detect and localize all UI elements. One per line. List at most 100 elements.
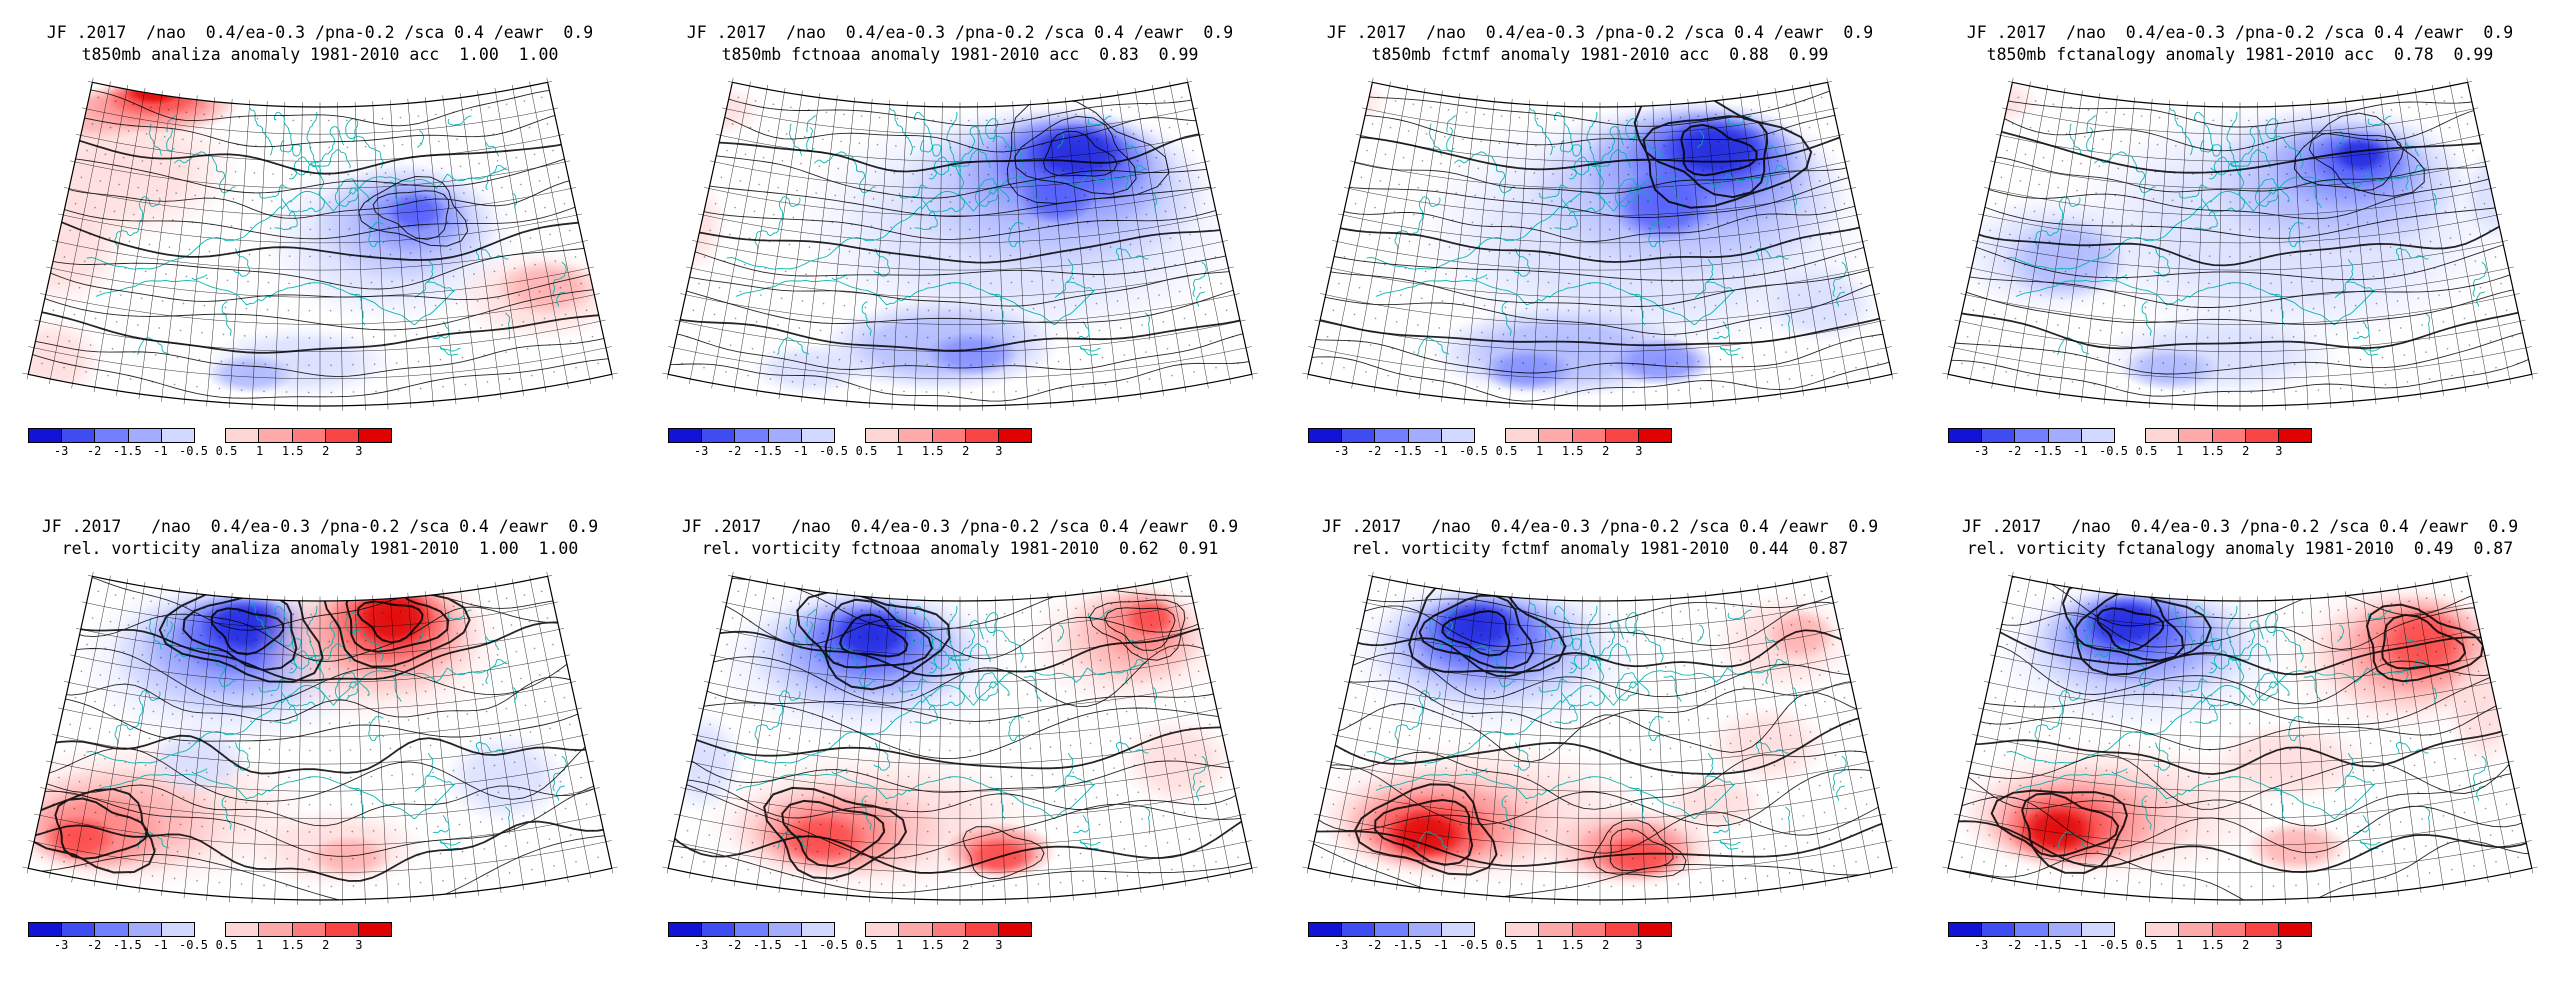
map-panel: JF .2017 /nao 0.4/ea-0.3 /pna-0.2 /sca 0… [640, 0, 1280, 494]
contour-lines [1948, 99, 2532, 397]
colorbar-segment [127, 428, 162, 443]
colorbar-segment [1571, 922, 1606, 937]
colorbar-tick-label: 0.5 [1495, 938, 1518, 952]
colorbar-segment [1604, 922, 1639, 937]
anomaly-map [662, 77, 1258, 412]
colorbar-tick-label: -2 [1366, 938, 1382, 952]
colorbar-segment [1341, 428, 1376, 443]
coastlines [1366, 107, 1847, 356]
colorbar-tick-label: -0.5 [819, 938, 848, 952]
colorbar-segment [2114, 428, 2146, 443]
colorbar-segment [2211, 922, 2246, 937]
panel-title-line1: JF .2017 /nao 0.4/ea-0.3 /pna-0.2 /sca 0… [686, 23, 1234, 42]
colorbar-tick-label: 1.5 [1561, 938, 1584, 952]
map-outline [1307, 575, 1893, 901]
contour-lines [1948, 576, 2532, 901]
colorbar-tick-label: -2 [86, 444, 102, 458]
map-panel: JF .2017 /nao 0.4/ea-0.3 /pna-0.2 /sca 0… [1280, 0, 1920, 494]
colorbar-tick-label: -1 [2073, 444, 2088, 458]
map-outline [1947, 575, 2533, 901]
anomaly-map [662, 571, 1258, 906]
grid-cell-marks [681, 590, 1239, 888]
colorbar-tick-label: -1.5 [2032, 938, 2062, 952]
anomaly-map [1942, 77, 2538, 412]
anomaly-map [1302, 77, 1898, 412]
colorbar-tick-label: -0.5 [2099, 938, 2128, 952]
colorbar-segment [931, 428, 966, 443]
colorbar-segment [194, 428, 226, 443]
map-panel: JF .2017 /nao 0.4/ea-0.3 /pna-0.2 /sca 0… [640, 494, 1280, 988]
colorbar-tick-label: -2 [2006, 938, 2022, 952]
colorbar-segment [1474, 922, 1506, 937]
coastlines [726, 601, 1207, 850]
colorbar-tick-label: 2 [322, 444, 330, 458]
colorbar-segment [2244, 922, 2279, 937]
colorbar-tick-label: 1 [1535, 938, 1544, 952]
colorbar-segment [668, 428, 703, 443]
colorbar-tick-label: -0.5 [179, 444, 208, 458]
colorbar-segment [964, 428, 999, 443]
contour-lines [668, 97, 1252, 402]
colorbar-segment [898, 428, 933, 443]
map-panel: JF .2017 /nao 0.4/ea-0.3 /pna-0.2 /sca 0… [1920, 0, 2560, 494]
colorbar-tick-label: -3 [693, 444, 709, 458]
colorbar [1308, 428, 1673, 443]
colorbar-segment [1440, 428, 1475, 443]
colorbar-segment [357, 922, 393, 937]
map-area [20, 568, 620, 908]
colorbar-segment [1308, 922, 1343, 937]
colorbar-segment [1637, 428, 1673, 443]
panel-title-line2: t850mb fctnoaa anomaly 1981-2010 acc 0.8… [721, 45, 1199, 64]
panel-title-line2: t850mb fctmf anomaly 1981-2010 acc 0.88 … [1371, 45, 1829, 64]
coastlines [2006, 107, 2487, 356]
colorbar-tick-label: -1 [2073, 938, 2088, 952]
colorbar-tick-label: -1 [793, 938, 808, 952]
coastlines [726, 107, 1207, 356]
colorbar-segment [2178, 922, 2213, 937]
colorbar-labels: -3 -2 -1.5 -1 -0.5 0.5 1 1.5 2 3 [28, 443, 392, 459]
colorbar-segment [1474, 428, 1506, 443]
map-outline [667, 575, 1253, 901]
anomaly-shading [1948, 82, 2532, 396]
contour-lines [28, 88, 612, 399]
grid-cell-marks [1961, 96, 2519, 394]
colorbar-tick-label: 3 [2275, 444, 2283, 458]
colorbar-tick-label: 2 [962, 938, 970, 952]
colorbar-tick-label: 1.5 [281, 444, 304, 458]
colorbar-segment [1538, 922, 1573, 937]
colorbar-segment [357, 428, 393, 443]
colorbar-segment [1308, 428, 1343, 443]
colorbar-segment [898, 922, 933, 937]
colorbar-labels: -3 -2 -1.5 -1 -0.5 0.5 1 1.5 2 3 [1308, 937, 1672, 953]
colorbar-segment [834, 428, 866, 443]
colorbar-tick-label: -1.5 [1392, 444, 1422, 458]
colorbar-segment [1981, 922, 2016, 937]
colorbar-segment [2178, 428, 2213, 443]
colorbar-tick-label: 0.5 [2135, 444, 2158, 458]
anomaly-map [1942, 571, 2538, 906]
colorbar-segment [1604, 428, 1639, 443]
colorbar-segment [1571, 428, 1606, 443]
anomaly-shading [1308, 82, 1880, 398]
colorbar-segment [258, 428, 293, 443]
colorbar-labels: -3 -2 -1.5 -1 -0.5 0.5 1 1.5 2 3 [1948, 443, 2312, 459]
colorbar-segment [160, 922, 195, 937]
contour-lines [668, 577, 1252, 894]
colorbar-tick-label: -3 [1973, 444, 1989, 458]
colorbar-tick-label: -2 [726, 444, 742, 458]
colorbar-segment [28, 428, 63, 443]
colorbar-segment [1505, 922, 1540, 937]
grid-cell-marks [1321, 590, 1879, 888]
colorbar-segment [28, 922, 63, 937]
colorbar-labels: -3 -2 -1.5 -1 -0.5 0.5 1 1.5 2 3 [668, 937, 1032, 953]
colorbar-tick-label: 1 [895, 444, 904, 458]
panel-title-line2: t850mb analiza anomaly 1981-2010 acc 1.0… [81, 45, 559, 64]
colorbar-segment [2047, 428, 2082, 443]
colorbar-segment [1407, 922, 1442, 937]
colorbar-tick-label: -3 [1973, 938, 1989, 952]
colorbar-segment [2145, 428, 2180, 443]
colorbar-segment [61, 922, 96, 937]
colorbar-tick-label: 0.5 [2135, 938, 2158, 952]
colorbar-segment [931, 922, 966, 937]
contour-lines [1308, 576, 1892, 899]
